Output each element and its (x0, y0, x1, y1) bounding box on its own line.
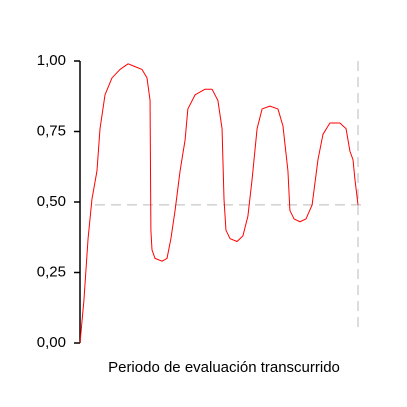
y-tick-label: 0,75 (37, 122, 66, 139)
y-tick-label: 0,00 (37, 334, 66, 351)
y-tick-label: 0,25 (37, 263, 66, 280)
y-tick-label: 1,00 (37, 52, 66, 69)
x-axis-label: Periodo de evaluación transcurrido (108, 359, 340, 376)
y-tick-label: 0,50 (37, 193, 66, 210)
data-line (79, 63, 359, 344)
